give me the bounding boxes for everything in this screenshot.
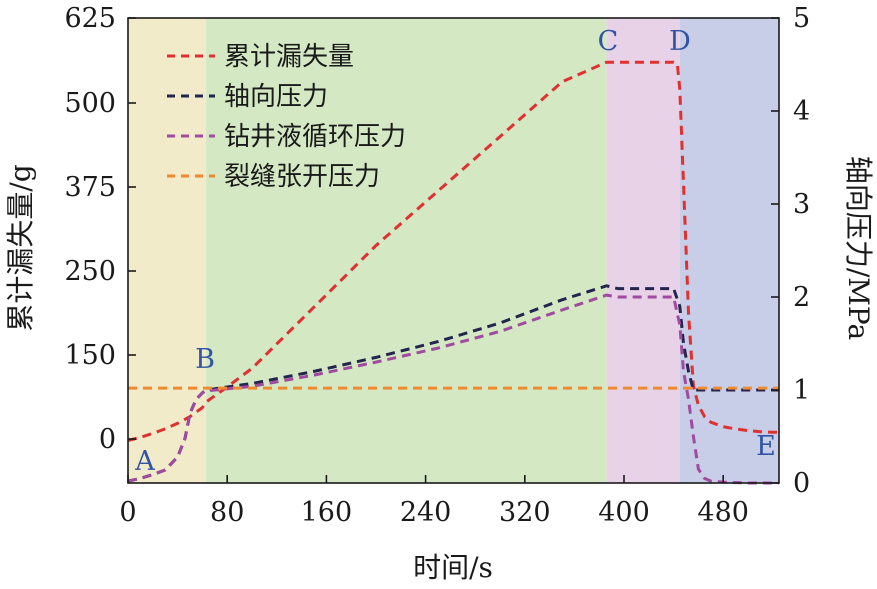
y-axis-right: 0 1 2 3 4 5 — [771, 3, 810, 499]
phase-label-c: C — [598, 26, 619, 57]
x-tick-label: 320 — [499, 497, 551, 528]
series-lines — [127, 60, 779, 485]
x-axis: 0 80 160 240 320 400 480 — [119, 475, 749, 528]
x-tick-label: 0 — [119, 497, 136, 528]
phase-band-d — [679, 18, 779, 483]
phase-band-a — [128, 18, 207, 483]
x-axis-title: 时间/s — [413, 551, 493, 584]
y-right-tick-label: 3 — [793, 189, 810, 220]
y-left-tick-label: 150 — [64, 340, 116, 371]
legend-label-2: 轴向压力 — [224, 82, 328, 112]
series-line-2 — [127, 284, 779, 483]
phase-band-b — [206, 18, 607, 483]
y-axis-right-title: 轴向压力/MPa — [842, 156, 875, 340]
y-left-tick-label: 250 — [64, 256, 116, 287]
series-line-3 — [127, 293, 779, 485]
phase-label-a: A — [134, 446, 155, 477]
y-left-tick-label: 500 — [64, 88, 116, 119]
y-axis-left: 0 150 250 375 500 625 — [64, 3, 136, 455]
y-right-tick-label: 1 — [793, 375, 810, 406]
legend-label-4: 裂缝张开压力 — [224, 162, 380, 192]
y-axis-left-title: 累计漏失量/g — [4, 164, 37, 331]
x-tick-label: 400 — [598, 497, 650, 528]
y-right-tick-label: 0 — [793, 468, 810, 499]
phase-labels: A B C D E — [134, 26, 776, 477]
x-tick-label: 80 — [210, 497, 244, 528]
y-left-tick-label: 375 — [64, 172, 116, 203]
plot-frame — [127, 17, 780, 484]
y-right-tick-label: 4 — [793, 96, 810, 127]
y-left-tick-label: 0 — [99, 424, 116, 455]
y-right-tick-label: 2 — [793, 282, 810, 313]
x-tick-label: 160 — [301, 497, 353, 528]
series-line-1 — [127, 60, 779, 442]
x-tick-label: 480 — [697, 497, 749, 528]
phase-label-b: B — [195, 344, 215, 375]
x-tick-label: 240 — [400, 497, 452, 528]
phase-label-e: E — [756, 431, 776, 462]
y-right-tick-label: 5 — [793, 3, 810, 34]
phase-bands — [128, 18, 779, 483]
legend-label-1: 累计漏失量 — [224, 42, 354, 72]
legend-label-3: 钻井液循环压力 — [224, 122, 406, 152]
y-left-tick-label: 625 — [64, 3, 116, 34]
phase-label-d: D — [669, 26, 691, 57]
phase-band-c — [606, 18, 680, 483]
